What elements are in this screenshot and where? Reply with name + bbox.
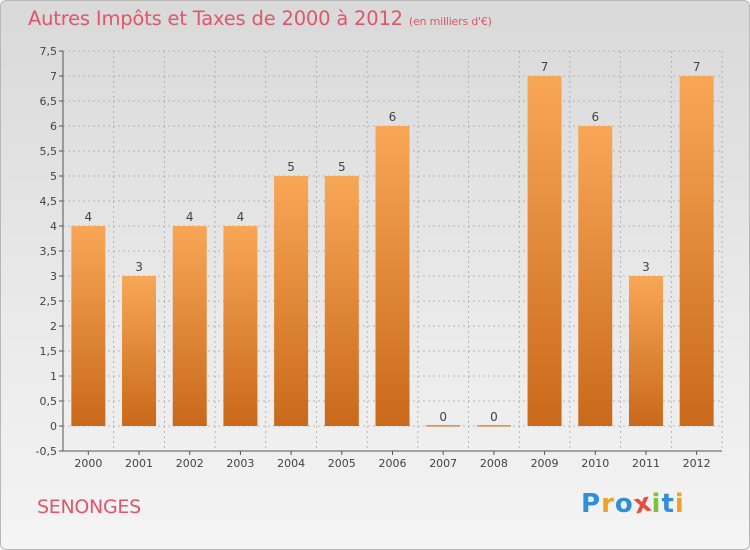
x-tick-label-2005: 2005	[328, 457, 356, 470]
data-label-2012: 7	[693, 60, 701, 74]
y-tick-label: -0,5	[36, 445, 57, 458]
data-label-2003: 4	[237, 210, 245, 224]
data-label-2000: 4	[85, 210, 93, 224]
x-tick-label-2001: 2001	[125, 457, 153, 470]
x-tick-label-2006: 2006	[379, 457, 407, 470]
y-tick-label: 4	[50, 220, 57, 233]
y-tick-label: 0,5	[40, 395, 58, 408]
y-tick-label: 3	[50, 270, 57, 283]
x-tick-label-2008: 2008	[480, 457, 508, 470]
y-tick-label: 6	[50, 120, 57, 133]
y-tick-label: 7	[50, 70, 57, 83]
data-label-2004: 5	[287, 160, 295, 174]
y-tick-label: 1	[50, 370, 57, 383]
data-label-2006: 6	[389, 110, 397, 124]
y-tick-label: 5,5	[40, 145, 58, 158]
data-label-2010: 6	[591, 110, 599, 124]
y-tick-label: 6,5	[40, 95, 58, 108]
data-labels: 4 3 4 4 5 5 6 0 0 7 6 3 7	[85, 60, 701, 424]
y-tick-label: 1,5	[40, 345, 58, 358]
y-tick-label: 2,5	[40, 295, 58, 308]
x-tick-label-2003: 2003	[226, 457, 254, 470]
x-tick-label-2000: 2000	[74, 457, 102, 470]
chart-title: Autres Impôts et Taxes de 2000 à 2012 (en…	[28, 7, 492, 30]
bar-2001	[122, 276, 157, 426]
data-label-2008: 0	[490, 410, 498, 424]
x-tick-label-2007: 2007	[429, 457, 457, 470]
bar-2005	[324, 176, 359, 426]
x-tick-label-2002: 2002	[176, 457, 204, 470]
bar-2004	[274, 176, 309, 426]
data-label-2007: 0	[439, 410, 447, 424]
y-tick-label: 2	[50, 320, 57, 333]
bars	[71, 76, 714, 427]
data-label-2009: 7	[541, 60, 549, 74]
proxiti-logo: Proxiti	[581, 487, 685, 520]
data-label-2001: 3	[135, 260, 143, 274]
data-label-2005: 5	[338, 160, 346, 174]
bar-2006	[375, 126, 410, 426]
bar-2002	[172, 226, 207, 426]
x-tick-label-2012: 2012	[683, 457, 711, 470]
y-tick-label: 3,5	[40, 245, 58, 258]
bar-2008	[476, 425, 511, 427]
logo-letter: t	[661, 489, 675, 519]
unit-label: (en milliers d'€)	[408, 15, 492, 28]
bar-2012	[679, 76, 714, 426]
town-name: SENONGES	[37, 496, 141, 518]
x-tick-label-2004: 2004	[277, 457, 305, 470]
bar-2010	[578, 126, 613, 426]
bar-2000	[71, 226, 106, 426]
logo-letter: r	[601, 489, 615, 519]
data-label-2011: 3	[642, 260, 650, 274]
logo-letter: i	[651, 489, 662, 519]
bar-2007	[426, 425, 461, 427]
logo-letter: P	[581, 489, 602, 519]
x-tick-label-2009: 2009	[531, 457, 559, 470]
y-tick-label: 4,5	[40, 195, 58, 208]
x-tick-label-2011: 2011	[632, 457, 660, 470]
y-tick-label: 0	[50, 420, 57, 433]
chart-title-text: Autres Impôts et Taxes de 2000 à 2012	[28, 7, 403, 30]
x-tick-labels: 2000 2001 2002 2003 2004 2005 2006 2007 2008 2009…	[74, 457, 710, 470]
y-tick-label: 5	[50, 170, 57, 183]
bar-2003	[223, 226, 258, 426]
gridlines	[62, 50, 723, 452]
bar-2011	[628, 276, 663, 426]
logo-letter: i	[674, 489, 685, 519]
axes	[59, 50, 722, 455]
y-tick-labels: -0,5 0 0,5 1 1,5 2 2,5 3 3,5 4 4,5 5 5,5 6 6,5 7 7,5	[36, 45, 57, 458]
y-tick-label: 7,5	[40, 45, 58, 58]
x-tick-label-2010: 2010	[581, 457, 609, 470]
bar-2009	[527, 76, 562, 426]
logo-letter: o	[614, 489, 634, 519]
data-label-2002: 4	[186, 210, 194, 224]
